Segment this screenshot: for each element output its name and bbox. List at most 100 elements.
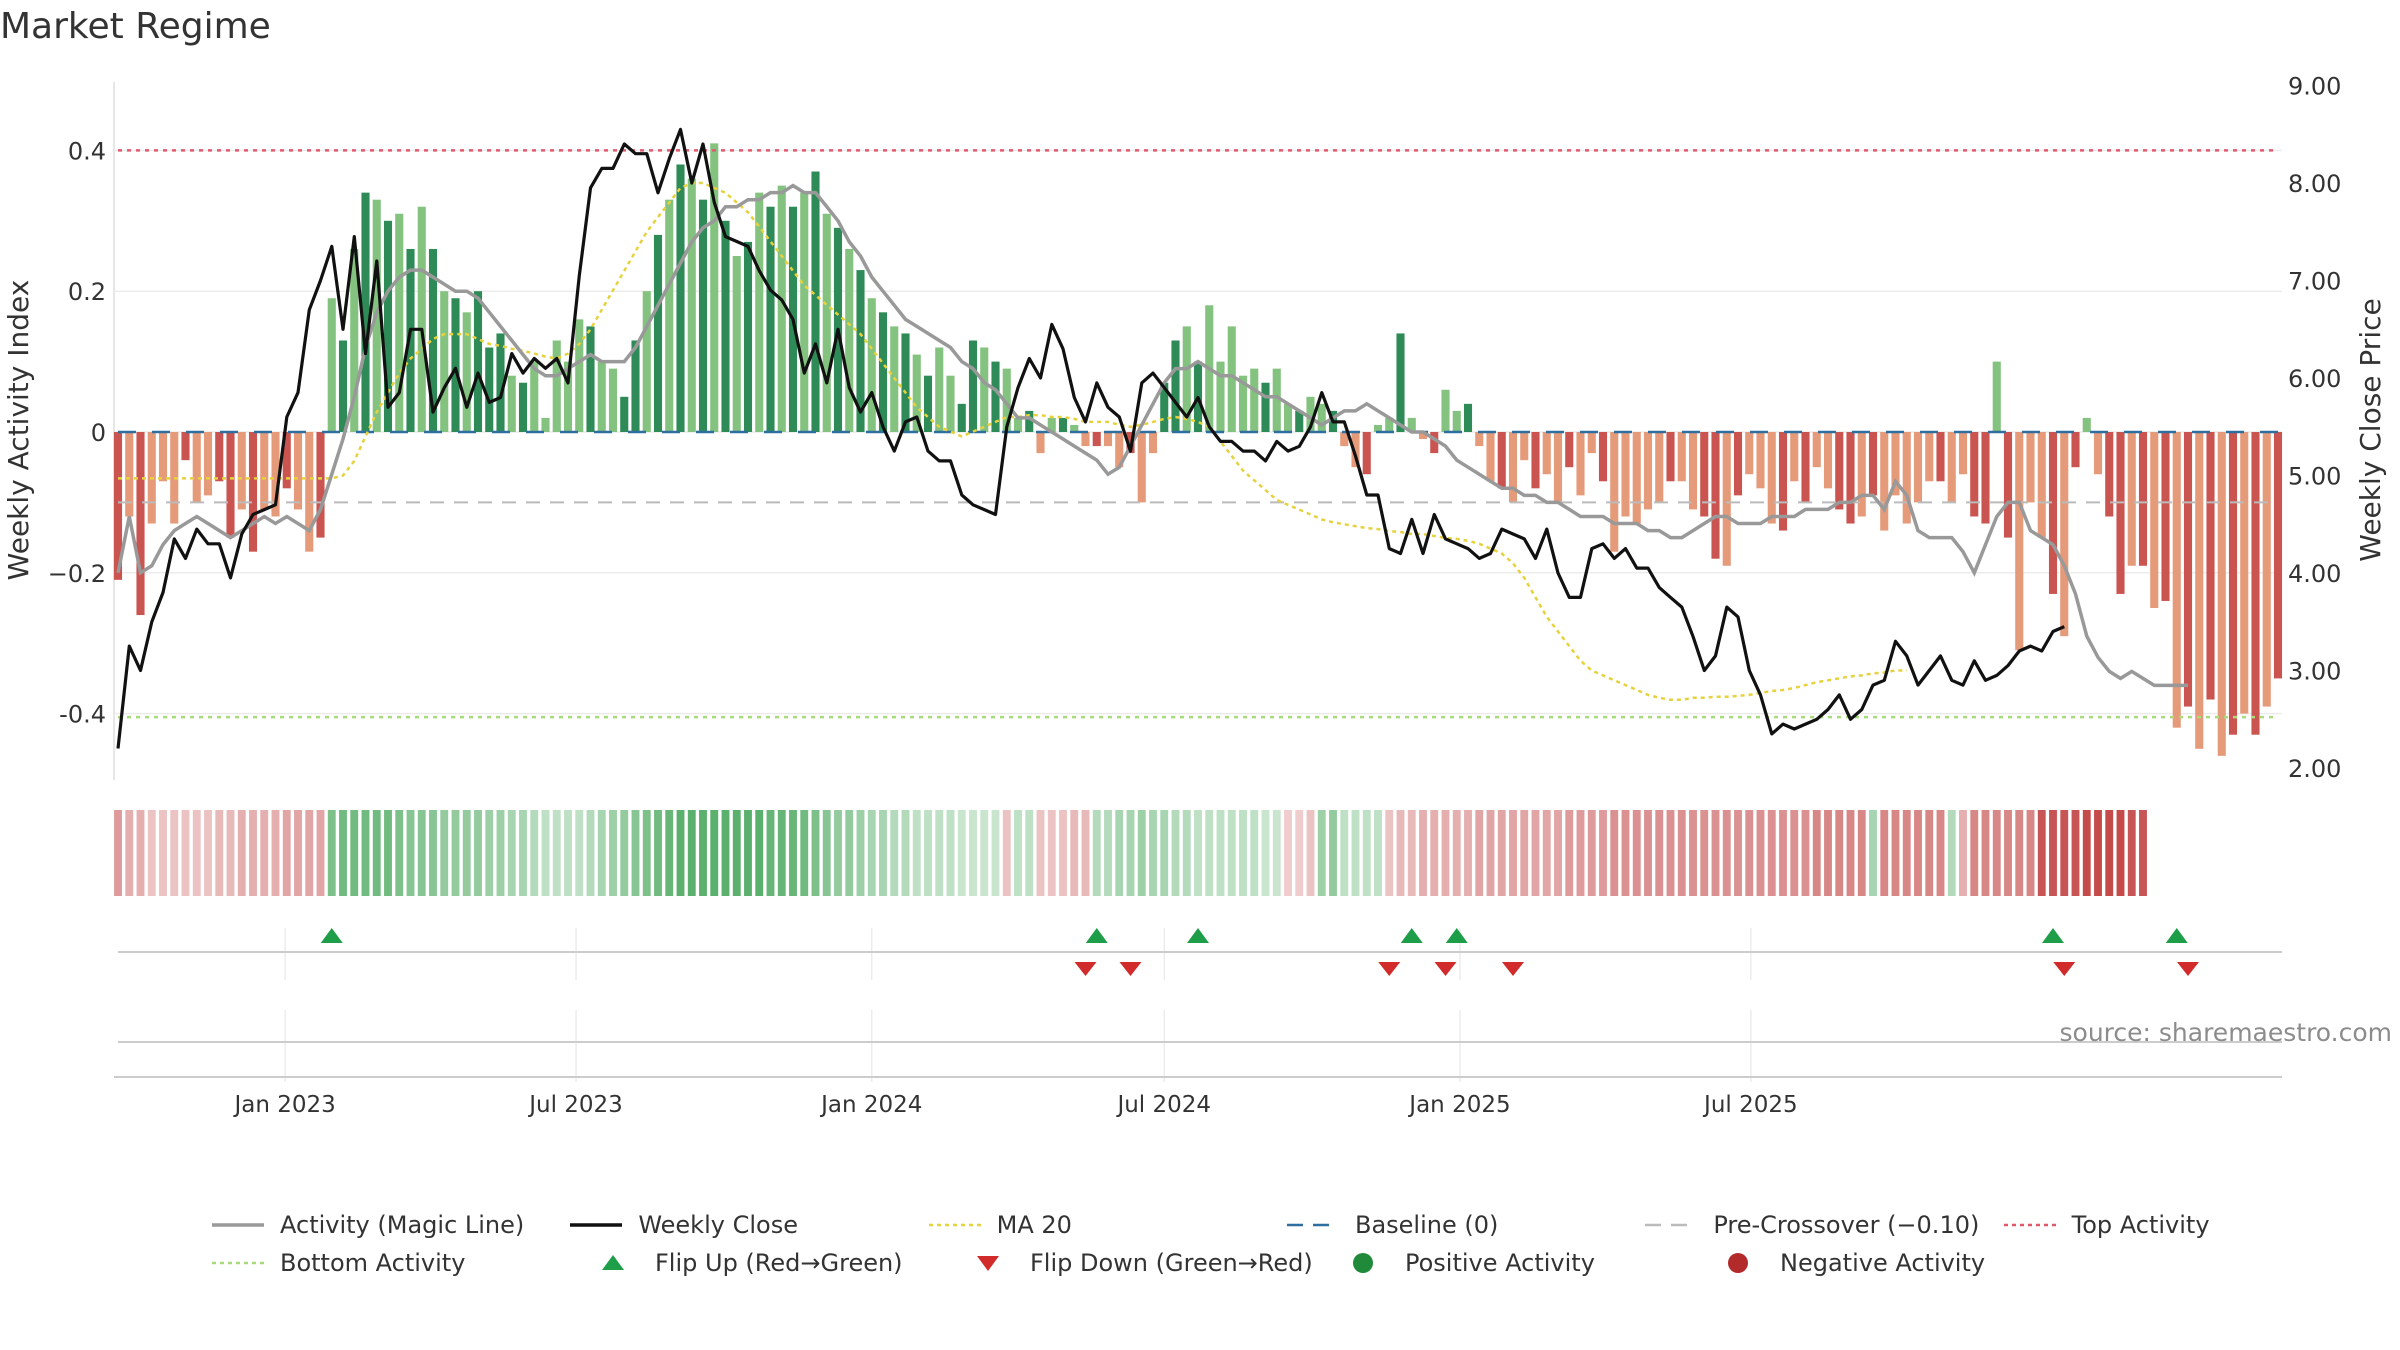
activity-bar	[1261, 382, 1270, 432]
legend-item-flip_up: Flip Up (Red→Green)	[585, 1249, 960, 1277]
regime-strip-cell	[732, 810, 741, 896]
regime-strip-cell	[552, 810, 561, 896]
activity-bar	[1958, 432, 1968, 475]
flip-down-marker	[1378, 962, 1401, 976]
activity-bar	[1036, 432, 1045, 454]
activity-bar	[1846, 432, 1855, 524]
regime-strip-cell	[1407, 810, 1416, 896]
regime-strip-cell	[642, 810, 651, 896]
regime-strip-cell	[822, 810, 831, 896]
x-tick-label: Jan 2023	[232, 1092, 335, 1118]
activity-bar	[462, 312, 471, 432]
x-axis-ticks: Jan 2023 Jul 2023 Jan 2024 Jul 2024 Jan 2025…	[232, 1092, 1797, 1118]
activity-bar	[676, 164, 685, 433]
regime-strip-cell	[226, 810, 235, 896]
regime-strip-cell	[316, 810, 325, 896]
regime-strip-cell	[1317, 810, 1326, 896]
activity-bar	[755, 192, 764, 432]
activity-bar	[530, 361, 539, 432]
activity-bar	[406, 248, 415, 432]
x-tick-label: Jul 2023	[527, 1092, 623, 1118]
activity-bar	[2150, 432, 2159, 608]
source-credit: source: sharemaestro.com	[2059, 1018, 2393, 1047]
legend-row: Activity (Magic Line) Weekly Close MA 20 Ba…	[210, 1206, 2360, 1244]
regime-strip-cell	[1182, 810, 1191, 896]
activity-bar	[912, 354, 921, 432]
legend-swatch-neg_dot	[1710, 1251, 1766, 1275]
regime-strip-cell	[2116, 810, 2125, 896]
activity-bar	[878, 312, 888, 432]
regime-strip-cell	[1542, 810, 1551, 896]
activity-bar	[215, 432, 224, 482]
regime-strip-cell	[1925, 810, 1934, 896]
activity-bar	[1565, 432, 1574, 468]
regime-strip-cell	[1025, 810, 1034, 896]
regime-strip-cell	[1914, 810, 1922, 896]
activity-bar	[2240, 432, 2249, 714]
activity-bar	[1160, 382, 1169, 432]
activity-bar	[1306, 396, 1315, 432]
activity-bar	[1598, 432, 1608, 482]
flip-up-marker	[320, 928, 343, 943]
activity-bar	[1868, 432, 1878, 496]
regime-strip-cell	[946, 810, 955, 896]
regime-strip-cell	[856, 810, 865, 896]
legend-swatch-baseline	[1285, 1213, 1341, 1237]
activity-bar	[1238, 375, 1248, 432]
regime-strip-cell	[395, 810, 404, 896]
regime-strip-cell	[867, 810, 876, 896]
flip-up-marker	[1400, 928, 1423, 943]
activity-bar	[113, 432, 123, 580]
regime-strip-cell	[597, 810, 606, 896]
flip-down-marker	[1434, 962, 1457, 976]
activity-bar	[1283, 403, 1293, 432]
regime-strip-cell	[159, 810, 167, 896]
regime-strip-cell	[1824, 810, 1832, 896]
regime-strip-cell	[384, 810, 392, 896]
activity-bar	[1666, 432, 1675, 482]
regime-strip-cell	[1250, 810, 1259, 896]
regime-strip-cell	[1295, 810, 1304, 896]
regime-strip-cell	[1790, 810, 1799, 896]
activity-bar	[2228, 432, 2238, 735]
activity-bar	[665, 199, 674, 432]
activity-bar	[845, 248, 854, 432]
activity-bar	[237, 432, 246, 510]
activity-bar	[856, 270, 865, 432]
legend-item-pre: Pre-Crossover (−0.10)	[1643, 1211, 2001, 1239]
x-tick-label: Jan 2025	[1407, 1092, 1510, 1118]
activity-bar	[192, 432, 201, 503]
activity-bar	[1373, 424, 1383, 432]
regime-strip-cell	[204, 810, 212, 896]
regime-strip-cell	[924, 810, 932, 896]
activity-bar	[1171, 340, 1180, 432]
activity-bar	[1902, 432, 1911, 524]
activity-bar	[1891, 432, 1900, 496]
regime-strip-cell	[2026, 810, 2035, 896]
regime-strip-cell	[1374, 810, 1382, 896]
activity-bar	[2037, 432, 2046, 538]
regime-strip-cell	[237, 810, 246, 896]
activity-bar	[1351, 432, 1360, 468]
regime-strip-cell	[1059, 810, 1067, 896]
regime-strip-cell	[1632, 810, 1641, 896]
regime-strip-cell	[631, 810, 640, 896]
activity-bar	[1272, 368, 1281, 432]
regime-strip-cell	[935, 810, 944, 896]
activity-bar	[1632, 432, 1641, 524]
activity-bar	[687, 178, 696, 432]
activity-bar	[1621, 432, 1630, 517]
activity-bar	[451, 298, 460, 432]
activity-bar	[2071, 432, 2080, 468]
regime-strip-cell	[2071, 810, 2080, 896]
activity-bar	[1340, 432, 1349, 447]
regime-strip-cell	[1531, 810, 1540, 896]
activity-bar	[597, 361, 606, 432]
y2-tick-label: 9.00	[2288, 73, 2341, 101]
regime-strip-cell	[327, 810, 336, 896]
y-tick-label: 0	[91, 419, 106, 447]
activity-bar	[2048, 432, 2058, 594]
activity-bar	[1463, 403, 1473, 432]
flip-up-marker	[1085, 928, 1108, 943]
regime-strip-cell	[620, 810, 629, 896]
